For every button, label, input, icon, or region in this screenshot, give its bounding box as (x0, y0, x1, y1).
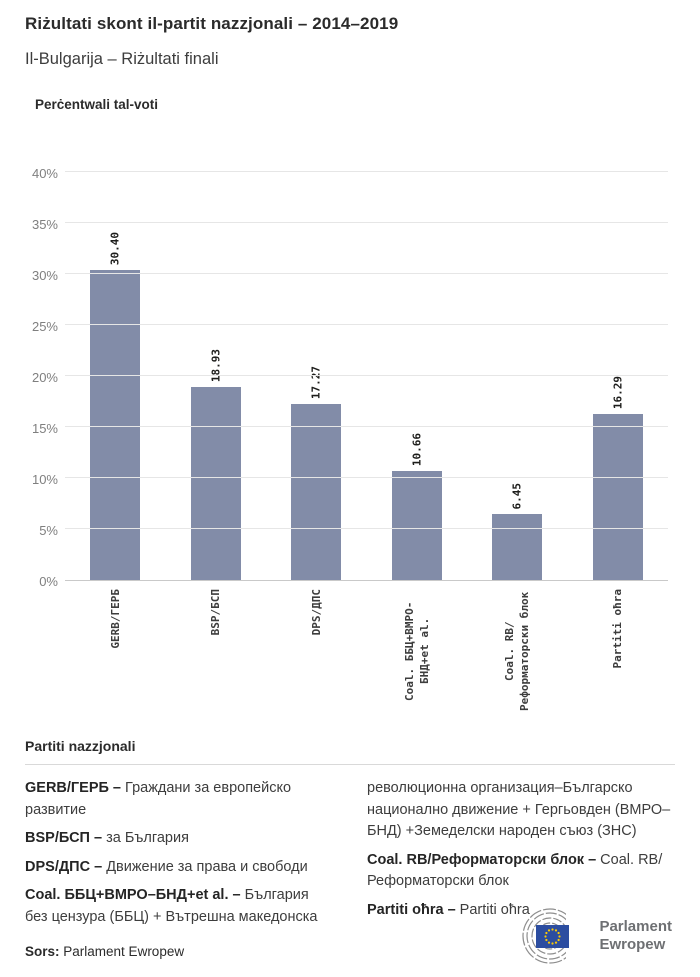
legend-term: Coal. RB/Реформаторски блок – (367, 851, 597, 868)
legend-entry: DPS/ДПС – Движение за права и свободи (25, 857, 333, 879)
grid-line (65, 528, 668, 529)
party-legend-heading: Partiti nazzjonali (25, 738, 136, 754)
legend-desc: за България (102, 830, 189, 846)
grid-line (65, 222, 668, 223)
bar-column: 10.66 (367, 173, 468, 580)
source-value: Parlament Ewropew (63, 944, 185, 959)
legend-term: Coal. ББЦ+ВМРО–БНД+et al. – (25, 887, 241, 903)
grid-line (65, 324, 668, 325)
bar-value-label: 10.66 (410, 433, 424, 467)
legend-term: BSP/БСП – (25, 830, 103, 846)
party-legend: GERB/ГЕРБ – Граждани за европейско разви… (25, 778, 675, 932)
x-category-label: BSP/БСП (209, 589, 223, 636)
grid-line (65, 171, 668, 172)
logo-line2: Ewropew (599, 936, 666, 953)
bar (190, 386, 241, 580)
bar (90, 269, 141, 580)
bar (592, 413, 643, 580)
x-axis: GERB/ГЕРБ BSP/БСП DPS/ДПС Coal. ББЦ+ВМРО-БН… (65, 589, 668, 721)
legend-desc: България без цензура (ББЦ) + Вътрешна ма… (25, 780, 671, 925)
bar-value-label: 17.27 (309, 365, 323, 399)
grid-line (65, 375, 668, 376)
logo-mask (566, 908, 593, 964)
bar-value-label: 6.45 (510, 482, 524, 510)
legend-entry: BSP/БСП – за България (25, 828, 333, 850)
legend-entry: Coal. ББЦ+ВМРО–БНД+et al. – България без… (25, 778, 675, 932)
x-category-cell: Coal. ББЦ+ВМРО-БНД+et al. (367, 589, 468, 721)
y-tick-label: 30% (31, 268, 58, 283)
bar-value-label: 18.93 (209, 348, 223, 382)
bar-column: 30.40 (65, 173, 166, 580)
source-label: Sors: (25, 944, 60, 959)
grid-line (65, 477, 668, 478)
bar-column: 16.29 (568, 173, 669, 580)
legend-term: GERB/ГЕРБ – (25, 780, 121, 796)
eu-flag-icon (536, 925, 570, 948)
bar-value-label: 16.29 (611, 375, 625, 409)
legend-desc: Движение за права и свободи (102, 858, 308, 875)
x-category-cell: BSP/БСП (166, 589, 267, 721)
y-tick-label: 15% (31, 421, 58, 436)
bar-value-label: 30.40 (108, 231, 122, 265)
page-subtitle: Il-Bulgarija – Riżultati finali (25, 50, 219, 68)
y-tick-label: 40% (31, 166, 58, 181)
y-tick-label: 0% (39, 574, 58, 589)
legend-divider (25, 764, 675, 765)
legend-desc: Coal. RB/Реформаторски блок (367, 851, 663, 890)
bar-columns: 30.40 18.93 17.27 10.66 6.45 16.29 (65, 173, 668, 580)
x-category-cell: Partiti oħra (568, 589, 669, 721)
x-category-label: DPS/ДПС (309, 589, 323, 636)
grid-line (65, 273, 668, 274)
y-tick-label: 25% (31, 319, 58, 334)
legend-entry: Coal. RB/Реформаторски блок – Coal. RB/Р… (367, 850, 675, 893)
logo-wordmark: Parlament Ewropew (599, 918, 672, 954)
plot-area: 30.40 18.93 17.27 10.66 6.45 16.29 (65, 171, 668, 581)
x-category-cell: GERB/ГЕРБ (65, 589, 166, 721)
legend-term: Partiti oħra – (367, 901, 456, 918)
bar (291, 403, 342, 580)
bar (391, 471, 442, 580)
parliament-hemicycle-icon (522, 908, 593, 964)
x-category-cell: DPS/ДПС (266, 589, 367, 721)
x-category-label: Coal. ББЦ+ВМРО-БНД+et al. (402, 601, 431, 701)
legend-term: DPS/ДПС – (25, 858, 103, 875)
y-tick-label: 10% (31, 472, 58, 487)
legend-desc: Partiti oħra (455, 901, 530, 918)
bar-column: 18.93 (166, 173, 267, 580)
legend-desc: Граждани за европейско развитие (25, 780, 292, 818)
y-axis: 0% 5% 10% 15% 20% 25% 30% 35% 40% (25, 166, 58, 589)
x-category-label: Partiti oħra (611, 589, 625, 669)
x-category-cell: Coal. RB/Реформаторски блок (467, 589, 568, 721)
y-tick-label: 20% (31, 370, 58, 385)
grid-line (65, 426, 668, 427)
y-tick-label: 5% (39, 523, 58, 538)
bar (492, 514, 543, 580)
bar-column: 6.45 (467, 173, 568, 580)
x-category-label: GERB/ГЕРБ (108, 589, 122, 649)
european-parliament-logo: Parlament Ewropew (500, 908, 672, 964)
y-tick-label: 35% (31, 217, 58, 232)
x-category-label: Coal. RB/Реформаторски блок (503, 591, 532, 711)
legend-entry: GERB/ГЕРБ – Граждани за европейско разви… (25, 778, 333, 821)
page-title: Riżultati skont il-partit nazzjonali – 2… (25, 14, 399, 33)
logo-line1: Parlament (599, 918, 672, 935)
source-line: Sors: Parlament Ewropew (25, 944, 675, 959)
bar-chart: 0% 5% 10% 15% 20% 25% 30% 35% 40% 30.40 18.93 17.2… (25, 140, 675, 725)
bar-column: 17.27 (266, 173, 367, 580)
chart-axis-title: Perċentwali tal-voti (35, 97, 159, 112)
legend-entry: Partiti oħra – Partiti oħra (367, 900, 675, 922)
